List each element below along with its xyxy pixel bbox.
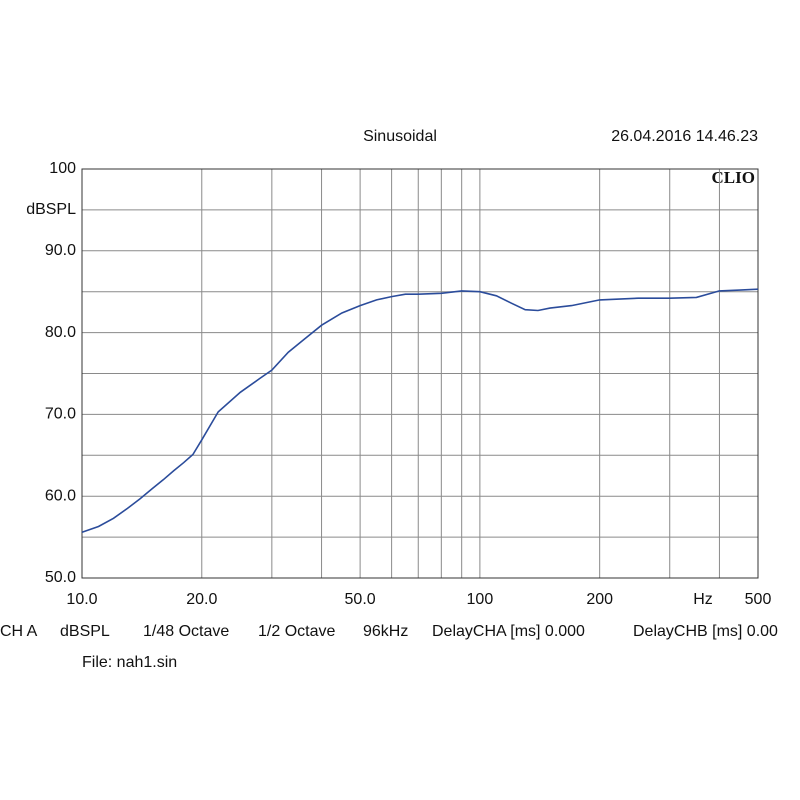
- y-tick-label: 60.0: [45, 487, 76, 504]
- brand: CLIO: [712, 168, 755, 187]
- x-tick-label: 100: [467, 591, 494, 608]
- x-tick-label: 500: [745, 591, 772, 608]
- x-tick-label: 10.0: [66, 591, 97, 608]
- info-field: 1/48 Octave: [143, 623, 229, 640]
- chart-title: Sinusoidal: [363, 128, 437, 145]
- plot-frame: [81, 168, 759, 579]
- x-tick-label: 50.0: [345, 591, 376, 608]
- response-curve: [81, 288, 759, 533]
- timestamp: 26.04.2016 14.46.23: [611, 128, 758, 145]
- info-field: 1/2 Octave: [258, 623, 335, 640]
- file-name: File: nah1.sin: [82, 654, 177, 671]
- y-tick-label: 100: [49, 160, 76, 177]
- y-axis-label: dBSPL: [26, 201, 76, 218]
- info-field: 96kHz: [363, 623, 408, 640]
- info-field: DelayCHB [ms] 0.00: [633, 623, 778, 640]
- info-field: DelayCHA [ms] 0.000: [432, 623, 585, 640]
- y-tick-label: 90.0: [45, 242, 76, 259]
- info-field: CH A: [0, 623, 38, 640]
- x-axis-label: Hz: [693, 591, 713, 608]
- y-tick-label: 80.0: [45, 324, 76, 341]
- x-tick-label: 200: [586, 591, 613, 608]
- y-tick-label: 70.0: [45, 406, 76, 423]
- y-tick-label: 50.0: [45, 569, 76, 586]
- x-tick-label: 20.0: [186, 591, 217, 608]
- info-field: dBSPL: [60, 623, 110, 640]
